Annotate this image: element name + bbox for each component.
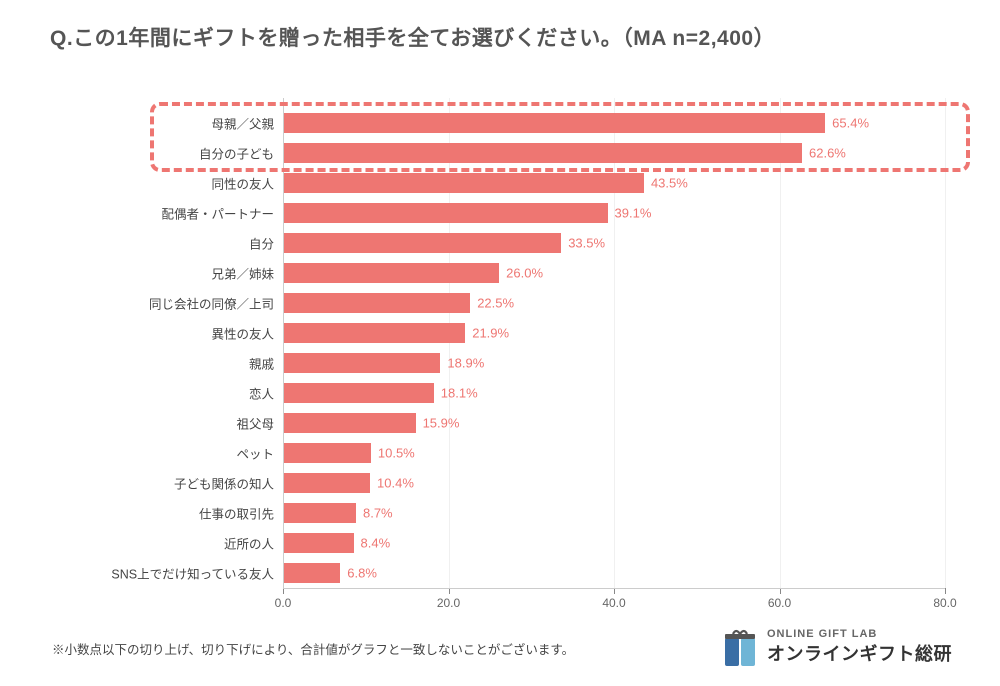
value-label: 10.5% <box>378 446 415 461</box>
value-label: 43.5% <box>651 176 688 191</box>
bar <box>284 233 561 253</box>
value-label: 21.9% <box>472 326 509 341</box>
bar <box>284 143 802 163</box>
bar <box>284 413 416 433</box>
value-label: 39.1% <box>615 206 652 221</box>
footnote: ※小数点以下の切り上げ、切り下げにより、合計値がグラフと一致しないことがございま… <box>52 639 574 658</box>
grid-line <box>780 98 781 588</box>
category-label: 祖父母 <box>236 414 274 433</box>
x-tick-label: 60.0 <box>768 596 791 610</box>
value-label: 65.4% <box>832 116 869 131</box>
category-label: 近所の人 <box>224 534 274 553</box>
logo-text-en: ONLINE GIFT LAB <box>767 628 952 640</box>
value-label: 8.7% <box>363 506 393 521</box>
value-label: 62.6% <box>809 146 846 161</box>
plot-area: 0.020.040.060.080.065.4%62.6%43.5%39.1%3… <box>283 98 945 578</box>
category-label: 配偶者・パートナー <box>161 204 274 223</box>
category-label: 母親／父親 <box>211 114 274 133</box>
category-label: 異性の友人 <box>211 324 274 343</box>
value-label: 15.9% <box>423 416 460 431</box>
grid-line <box>614 98 615 588</box>
bar <box>284 173 644 193</box>
category-label: 自分の子ども <box>199 144 274 163</box>
value-label: 10.4% <box>377 476 414 491</box>
bar <box>284 353 440 373</box>
category-label: ペット <box>236 444 274 463</box>
category-label: 同じ会社の同僚／上司 <box>149 294 274 313</box>
value-label: 22.5% <box>477 296 514 311</box>
logo-mark-icon <box>723 626 757 668</box>
bar <box>284 473 370 493</box>
chart-title: Q.この1年間にギフトを贈った相手を全てお選びください。（MA n=2,400） <box>50 22 775 52</box>
bar <box>284 383 434 403</box>
bar <box>284 443 371 463</box>
bar <box>284 503 356 523</box>
x-axis-line <box>283 588 945 589</box>
category-label: 仕事の取引先 <box>199 504 274 523</box>
bar <box>284 533 354 553</box>
brand-logo: ONLINE GIFT LAB オンラインギフト総研 <box>723 626 952 668</box>
logo-text-jp: オンラインギフト総研 <box>767 640 952 666</box>
chart-area: 0.0 20.0 40.0 60.0 80.0 65.4% 62.6% 43.5% 39.1% 3… <box>0 90 1000 610</box>
x-tick-label: 0.0 <box>275 596 292 610</box>
grid-line <box>945 98 946 588</box>
bar <box>284 293 470 313</box>
value-label: 26.0% <box>506 266 543 281</box>
bar <box>284 203 608 223</box>
x-tick-label: 80.0 <box>933 596 956 610</box>
category-label: 兄弟／姉妹 <box>211 264 274 283</box>
bar <box>284 263 499 283</box>
category-label: 子ども関係の知人 <box>174 474 274 493</box>
category-label: 自分 <box>249 234 274 253</box>
x-tick-label: 20.0 <box>437 596 460 610</box>
x-axis: 0.020.040.060.080.0 <box>283 588 945 618</box>
category-label: 親戚 <box>249 354 274 373</box>
x-tick-label: 40.0 <box>602 596 625 610</box>
value-label: 8.4% <box>361 536 391 551</box>
bar <box>284 113 825 133</box>
category-label: SNS上でだけ知っている友人 <box>111 564 274 583</box>
value-label: 33.5% <box>568 236 605 251</box>
category-label: 恋人 <box>249 384 274 403</box>
value-label: 18.1% <box>441 386 478 401</box>
bar <box>284 563 340 583</box>
value-label: 6.8% <box>347 566 377 581</box>
bar <box>284 323 465 343</box>
value-label: 18.9% <box>447 356 484 371</box>
grid-line <box>449 98 450 588</box>
category-label: 同性の友人 <box>211 174 274 193</box>
x-tick <box>945 588 946 594</box>
